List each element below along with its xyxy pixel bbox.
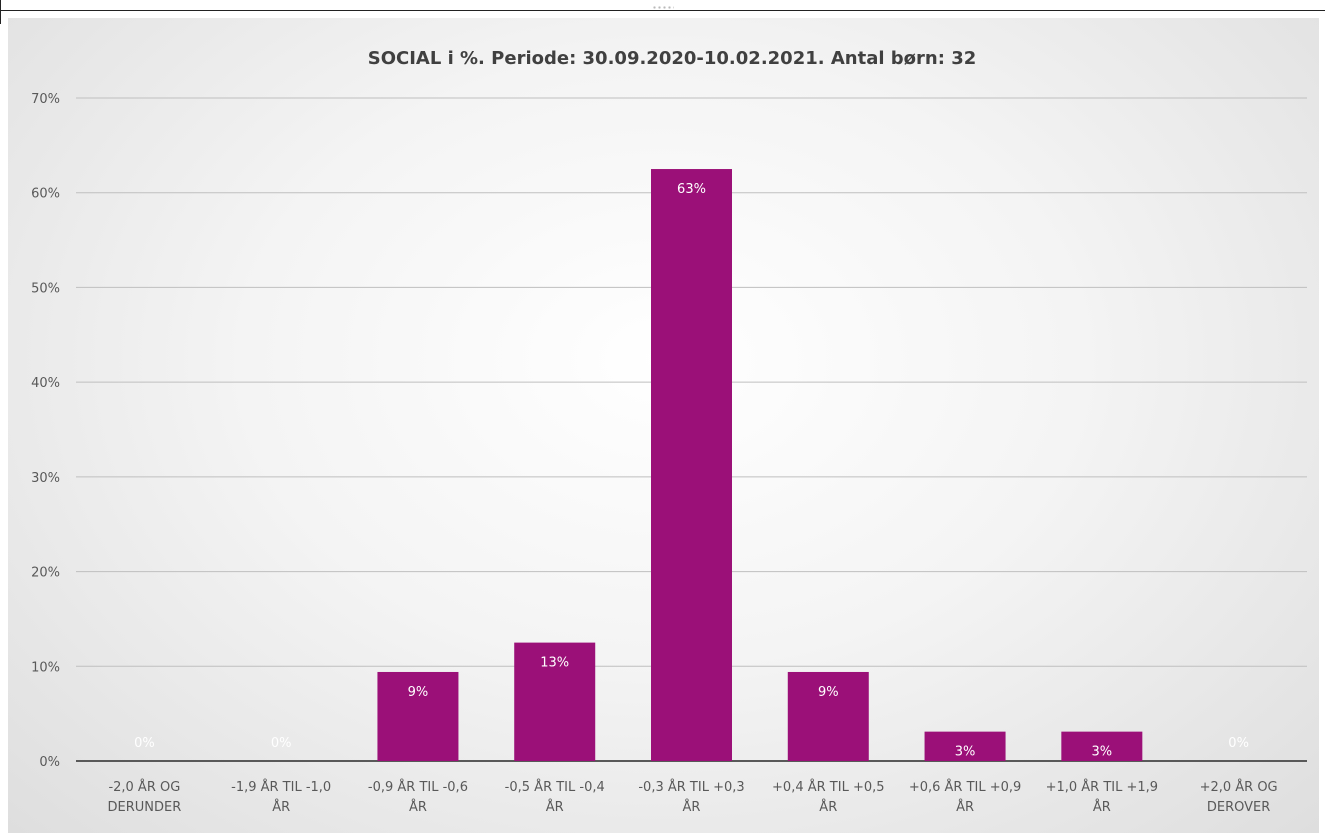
x-tick-label: ÅR xyxy=(819,799,837,815)
bar xyxy=(787,671,869,761)
y-tick-label: 20% xyxy=(31,566,60,581)
bars xyxy=(377,169,1143,762)
y-tick-label: 0% xyxy=(39,755,60,770)
y-tick-label: 70% xyxy=(31,92,60,107)
x-tick-label: ÅR xyxy=(1093,799,1111,815)
x-tick-label: ÅR xyxy=(546,799,564,815)
left-border xyxy=(0,0,1,24)
y-tick-label: 10% xyxy=(31,660,60,675)
x-axis-ticks: -2,0 ÅR OG DERUNDER -1,9 ÅR TIL -1,0 ÅR -0,9… xyxy=(108,779,1278,815)
y-axis-ticks: 0% 10% 20% 30% 40% 50% 60% 70% xyxy=(31,92,60,770)
x-tick-label: ÅR xyxy=(683,799,701,815)
bar xyxy=(924,731,1006,761)
bar xyxy=(514,642,596,761)
data-label: 9% xyxy=(408,685,429,700)
x-tick-label: -1,9 ÅR TIL -1,0 xyxy=(231,779,331,795)
data-label: 0% xyxy=(1228,736,1249,751)
x-tick-label: ÅR xyxy=(272,799,290,815)
x-tick-label: DEROVER xyxy=(1207,800,1270,815)
x-tick-label: +1,0 ÅR TIL +1,9 xyxy=(1046,779,1158,795)
data-label: 0% xyxy=(134,736,155,751)
x-tick-label: +2,0 ÅR OG xyxy=(1200,779,1278,795)
data-label: 63% xyxy=(677,182,706,197)
x-tick-label: -0,9 ÅR TIL -0,6 xyxy=(368,779,468,795)
resize-grip-icon[interactable] xyxy=(652,6,674,9)
data-label: 3% xyxy=(955,745,976,760)
data-labels: 0% 0% 9% 13% 63% 9% 3% 3% 0% xyxy=(134,182,1249,760)
bar xyxy=(377,671,459,761)
data-label: 9% xyxy=(818,685,839,700)
bar xyxy=(1061,731,1143,761)
x-tick-label: +0,6 ÅR TIL +0,9 xyxy=(909,779,1021,795)
x-tick-label: +0,4 ÅR TIL +0,5 xyxy=(772,779,884,795)
data-label: 13% xyxy=(540,656,569,671)
y-tick-label: 40% xyxy=(31,376,60,391)
chart-title: SOCIAL i %. Periode: 30.09.2020-10.02.20… xyxy=(368,48,977,69)
x-tick-label: ÅR xyxy=(409,799,427,815)
chart-area[interactable]: SOCIAL i %. Periode: 30.09.2020-10.02.20… xyxy=(8,18,1319,833)
data-label: 3% xyxy=(1092,745,1113,760)
x-tick-label: -0,3 ÅR TIL +0,3 xyxy=(638,779,744,795)
top-border xyxy=(0,10,1325,11)
data-label: 0% xyxy=(271,736,292,751)
x-tick-label: -0,5 ÅR TIL -0,4 xyxy=(505,779,605,795)
bar xyxy=(651,169,732,762)
y-tick-label: 50% xyxy=(31,281,60,296)
x-tick-label: -2,0 ÅR OG xyxy=(108,779,180,795)
bar-chart: SOCIAL i %. Periode: 30.09.2020-10.02.20… xyxy=(31,48,1307,815)
x-tick-label: DERUNDER xyxy=(108,800,182,815)
y-tick-label: 60% xyxy=(31,187,60,202)
x-tick-label: ÅR xyxy=(956,799,974,815)
y-tick-label: 30% xyxy=(31,471,60,486)
